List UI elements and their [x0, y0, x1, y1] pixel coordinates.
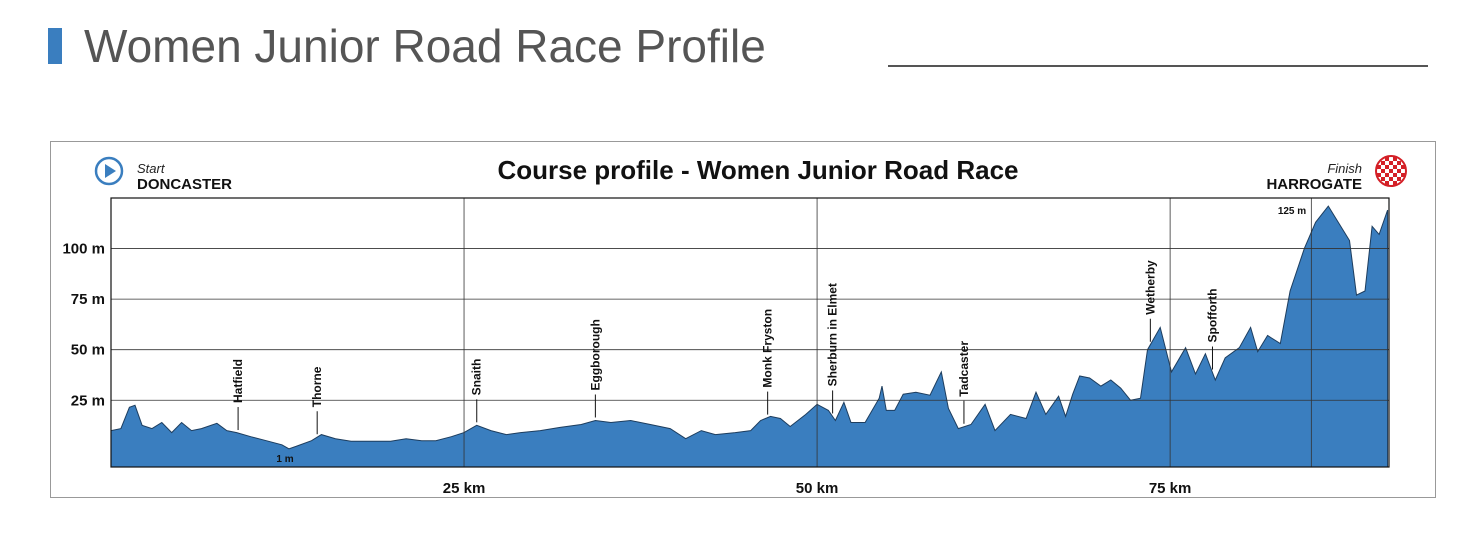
y-tick-label: 25 m	[71, 392, 105, 409]
x-tick-label: 25 km	[443, 480, 486, 497]
title-bar	[48, 28, 62, 64]
finish-label: Finish	[1327, 161, 1362, 176]
start-place: DONCASTER	[137, 176, 232, 193]
chart-title: Course profile - Women Junior Road Race	[497, 155, 1018, 185]
finish-icon	[1375, 155, 1407, 187]
place-label: Eggborough	[588, 319, 602, 390]
plot: 25 m 50 m 75 m 100 m 25 km 50 km 75 km Hatfield…	[62, 197, 1390, 497]
x-tick-label: 50 km	[796, 480, 839, 497]
page-title: Women Junior Road Race Profile	[84, 20, 766, 72]
y-tick-label: 75 m	[71, 291, 105, 308]
elevation-area	[110, 205, 1389, 468]
plot-frame	[110, 197, 1390, 468]
place-label: Wetherby	[1143, 260, 1157, 315]
place-label: Thorne	[310, 366, 324, 407]
place-label: Snaith	[470, 359, 484, 396]
chart-frame	[50, 141, 1436, 498]
start-icon-arrow	[105, 164, 116, 178]
place-label: Spofforth	[1205, 289, 1219, 343]
x-tick-label: 75 km	[1149, 480, 1192, 497]
place-label: Sherburn in Elmet	[826, 283, 840, 386]
annotation: 125 m	[1278, 206, 1306, 217]
y-tick-label: 50 m	[71, 342, 105, 359]
place-label: Tadcaster	[957, 341, 971, 397]
place-label: Hatfield	[231, 359, 245, 403]
place-label: Monk Fryston	[761, 309, 775, 388]
finish-place: HARROGATE	[1266, 176, 1362, 193]
start-label: Start	[137, 161, 166, 176]
y-tick-label: 100 m	[62, 241, 105, 258]
annotation: 1 m	[276, 454, 293, 465]
